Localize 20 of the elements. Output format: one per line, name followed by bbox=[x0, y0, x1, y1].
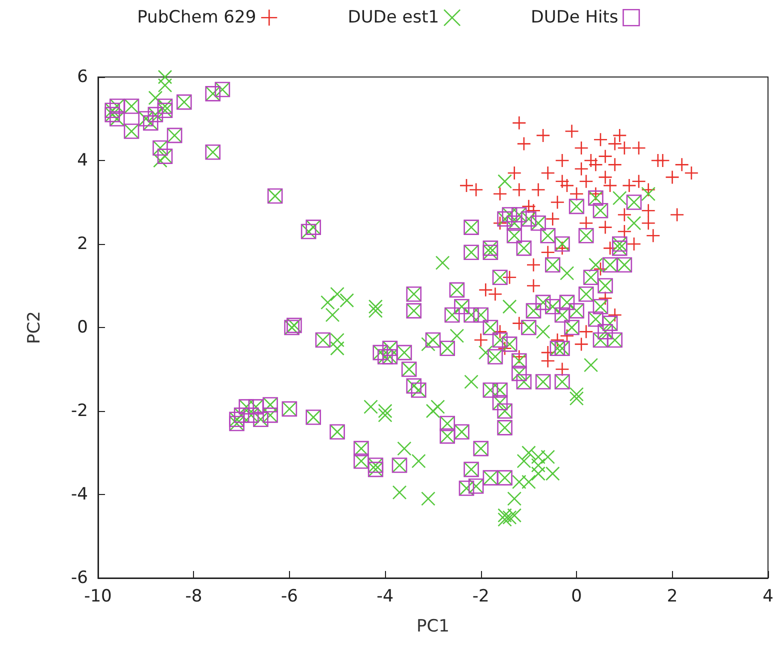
x-tick-label: -6 bbox=[280, 586, 298, 606]
x-tick-label: 2 bbox=[666, 586, 678, 606]
x-tick-label: -2 bbox=[472, 586, 490, 606]
y-tick-label: 6 bbox=[77, 67, 88, 87]
y-axis-title: PC2 bbox=[24, 311, 44, 344]
y-tick-label: 4 bbox=[77, 150, 88, 170]
x-tick-label: -8 bbox=[185, 586, 202, 606]
x-tick-label: -10 bbox=[84, 586, 112, 606]
y-tick-label: 2 bbox=[77, 234, 88, 254]
legend-label: PubChem 629 bbox=[137, 8, 256, 28]
legend-label: DUDe est1 bbox=[348, 8, 440, 28]
y-tick-label: -4 bbox=[71, 484, 88, 504]
y-tick-label: -6 bbox=[71, 568, 88, 588]
x-axis-title: PC1 bbox=[416, 616, 450, 636]
y-tick-label: 0 bbox=[77, 318, 88, 338]
x-tick-label: 0 bbox=[571, 586, 582, 606]
x-tick-label: 4 bbox=[762, 586, 774, 606]
legend-label: DUDe Hits bbox=[530, 8, 618, 28]
x-tick-label: -4 bbox=[376, 586, 394, 606]
y-tick-label: -2 bbox=[71, 401, 88, 421]
